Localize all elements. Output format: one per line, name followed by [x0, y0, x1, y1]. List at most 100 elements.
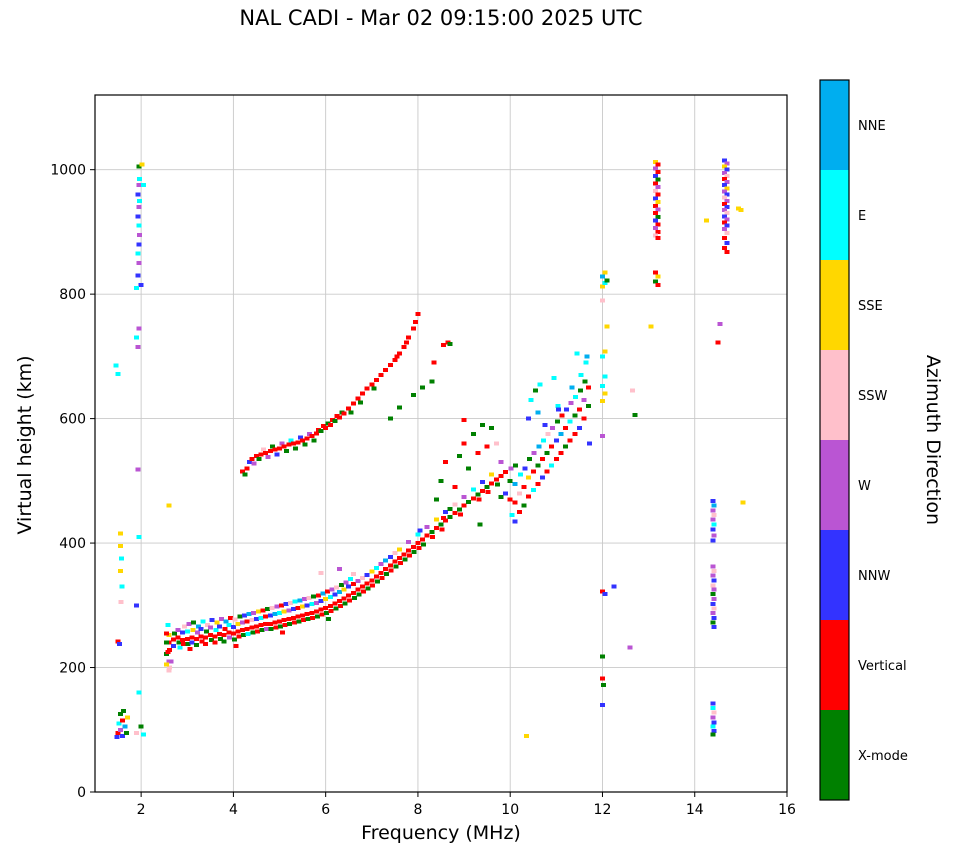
data-point [170, 637, 176, 642]
data-point [724, 186, 730, 191]
data-point [114, 735, 120, 740]
data-point [563, 407, 569, 412]
colorbar-category-label: NNE [858, 119, 886, 134]
data-point [653, 196, 659, 201]
data-point [184, 636, 190, 641]
data-point [387, 563, 393, 568]
data-point [599, 384, 605, 389]
data-point [722, 246, 728, 251]
data-point [117, 712, 123, 717]
data-point [523, 733, 529, 738]
data-point [539, 475, 545, 480]
data-point [170, 643, 176, 648]
data-point [549, 463, 555, 468]
data-point [136, 164, 142, 169]
data-point [277, 624, 283, 629]
data-point [653, 188, 659, 193]
data-point [300, 613, 306, 618]
data-point [711, 578, 717, 583]
colorbar-category-label: Vertical [858, 659, 907, 674]
data-point [221, 633, 227, 638]
data-point [134, 603, 140, 608]
data-point [397, 560, 403, 565]
data-point [452, 511, 458, 516]
data-point [722, 236, 728, 241]
data-point [392, 559, 398, 564]
data-point [443, 509, 449, 514]
data-point [231, 637, 237, 642]
data-point [295, 614, 301, 619]
data-point [722, 208, 728, 213]
data-point [387, 416, 393, 421]
data-point [269, 605, 275, 610]
data-point [653, 181, 659, 186]
data-point [341, 587, 347, 592]
x-tick-label: 8 [413, 802, 422, 818]
data-point [177, 645, 183, 650]
data-point [245, 631, 251, 636]
data-point [175, 635, 181, 640]
data-point [136, 261, 142, 266]
data-point [373, 574, 379, 579]
data-point [166, 659, 172, 664]
data-point [553, 457, 559, 462]
plot-border [94, 94, 788, 793]
data-point [212, 640, 218, 645]
data-point [710, 498, 716, 503]
data-point [306, 595, 312, 600]
data-point [334, 585, 340, 590]
data-point [134, 730, 140, 735]
data-point [227, 635, 233, 640]
data-point [577, 388, 583, 393]
data-point [542, 422, 548, 427]
colorbar-category-label: SSE [858, 299, 883, 314]
data-point [164, 640, 170, 645]
data-point [309, 602, 315, 607]
data-point [193, 636, 199, 641]
data-point [447, 514, 453, 519]
data-point [135, 345, 141, 350]
data-point [263, 621, 269, 626]
data-point [274, 452, 280, 457]
data-point [710, 610, 716, 615]
data-point [507, 497, 513, 502]
data-point [291, 620, 297, 625]
data-point [136, 326, 142, 331]
colorbar-band-vertical [820, 620, 849, 710]
data-point [337, 603, 343, 608]
data-point [711, 587, 717, 592]
data-point [578, 373, 584, 378]
data-point [265, 455, 271, 460]
data-point [484, 444, 490, 449]
data-point [531, 450, 537, 455]
data-point [190, 628, 196, 633]
data-point [171, 631, 177, 636]
data-point [711, 597, 717, 602]
data-point [263, 614, 269, 619]
data-point [599, 274, 605, 279]
data-point [207, 633, 213, 638]
data-point [507, 478, 513, 483]
data-point [323, 425, 329, 430]
data-point [411, 549, 417, 554]
data-point [627, 645, 633, 650]
data-point [711, 606, 717, 611]
data-point [655, 200, 661, 205]
data-point [286, 608, 292, 613]
colorbar-band-nnw [820, 530, 849, 620]
data-point [232, 617, 238, 622]
data-point [655, 282, 661, 287]
x-tick-label: 16 [778, 802, 796, 818]
data-point [241, 613, 247, 618]
data-point [195, 624, 201, 629]
data-point [240, 620, 246, 625]
data-point [318, 570, 324, 575]
data-point [374, 579, 380, 584]
data-point [199, 639, 205, 644]
data-point [388, 568, 394, 573]
data-point [333, 606, 339, 611]
data-point [402, 557, 408, 562]
data-point [568, 401, 574, 406]
data-point [509, 513, 515, 518]
data-point [191, 620, 197, 625]
